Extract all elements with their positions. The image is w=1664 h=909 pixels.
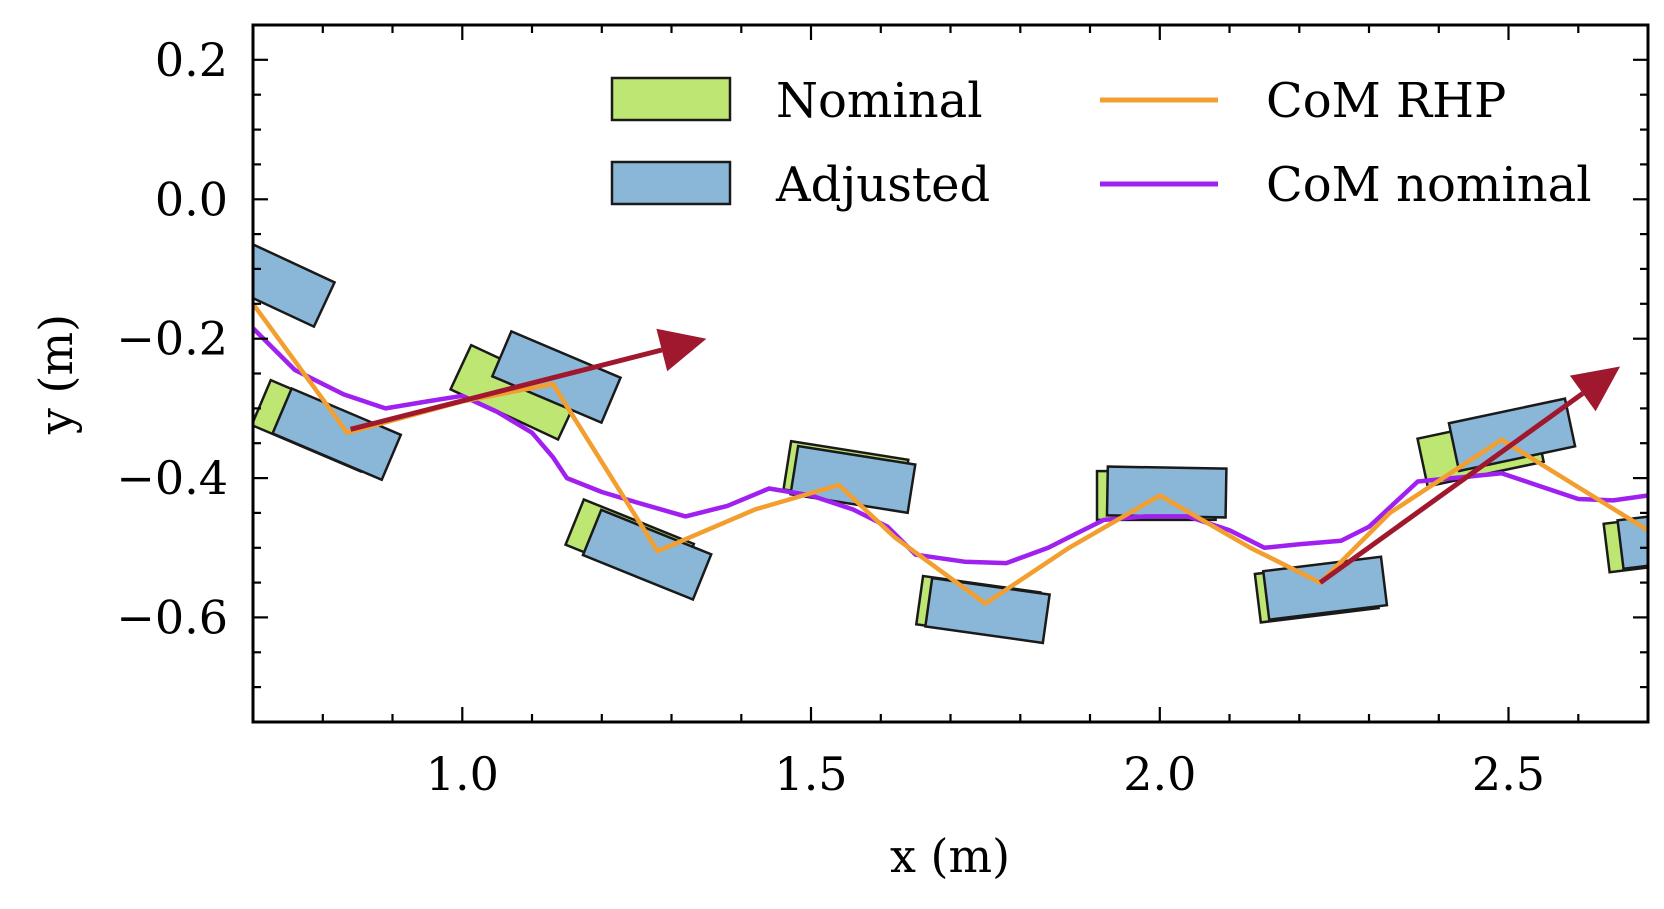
legend-label-com-nominal: CoM nominal: [1266, 157, 1592, 213]
legend-swatch-nominal: [610, 76, 732, 122]
legend: Nominal Adjusted CoM RHP CoM nominal: [610, 73, 1592, 213]
direction-arrow-head-1: [1569, 366, 1621, 412]
adjusted-footstep-10: [923, 576, 1052, 645]
adjusted-footstep-12: [1105, 465, 1228, 519]
series-line-com-nominal: [253, 325, 1648, 566]
x-tick-label: 1.0: [426, 747, 499, 801]
direction-arrow-shaft-0: [349, 347, 663, 432]
legend-label-com-rhp: CoM RHP: [1266, 73, 1506, 129]
footsteps-layer: [253, 230, 1648, 645]
adjusted-footstep-18: [1616, 504, 1648, 571]
plot-frame: [251, 23, 1650, 724]
legend-label-nominal: Nominal: [776, 73, 983, 129]
x-tick-label: 1.5: [774, 747, 847, 801]
direction-arrow-head-0: [656, 328, 707, 372]
direction-arrows-layer: [349, 328, 1621, 585]
y-tick-label: 0.0: [155, 172, 228, 226]
series-line-com-rhp: [253, 301, 1648, 606]
adjusted-footstep-8: [789, 444, 917, 515]
x-tick-label: 2.0: [1123, 747, 1196, 801]
y-tick-label: −0.4: [116, 451, 228, 505]
adjusted-footstep-0: [253, 230, 337, 329]
x-tick-label: 2.5: [1472, 747, 1545, 801]
y-tick-label: 0.2: [155, 33, 228, 87]
adjusted-footstep-2: [270, 386, 403, 482]
legend-swatch-adjusted: [610, 160, 732, 206]
y-tick-label: −0.6: [116, 590, 228, 644]
y-axis-label: y (m): [29, 314, 83, 435]
y-tick-label: −0.2: [116, 312, 228, 366]
x-axis-label: x (m): [890, 829, 1010, 883]
com-lines-layer: [253, 301, 1648, 606]
tick-labels-layer: 1.0 1.5 2.0 2.5 0.2 0.0 −0.2 −0.4 −0.6: [116, 33, 1545, 801]
adjusted-footstep-6: [581, 508, 713, 602]
direction-arrow-shaft-1: [1318, 391, 1585, 585]
adjusted-footstep-14: [1261, 555, 1389, 622]
legend-label-adjusted: Adjusted: [775, 157, 990, 213]
